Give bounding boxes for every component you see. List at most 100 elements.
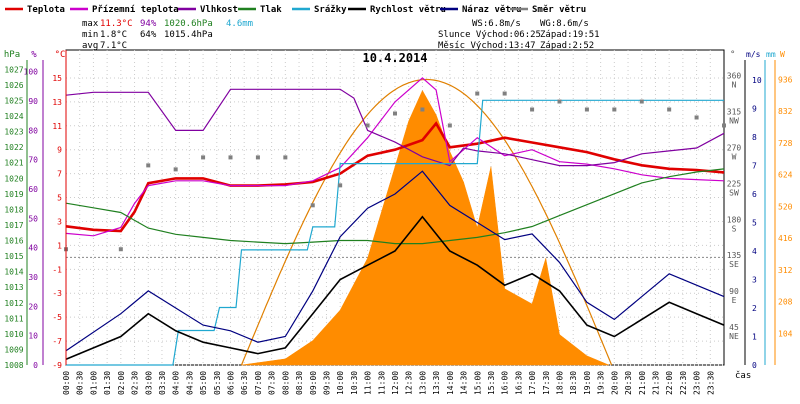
sun-curve [240,78,613,366]
ms-tick-label: 1 [752,332,757,341]
wind-direction-point [447,123,452,128]
wind-direction-point [722,123,726,128]
info-moon-set: Západ:2:52 [540,41,594,51]
w-tick-label: 624 [778,171,793,180]
temp-tick-label: -7 [52,337,62,346]
hpa-tick-label: 1012 [4,299,23,308]
wind-direction-point [612,107,617,112]
stat-label: max [82,19,99,29]
x-tick-label: 23:30 [706,371,715,395]
stat-label: avg [82,41,98,51]
wind-direction-point [365,123,370,128]
ms-tick-label: 7 [752,161,757,170]
hpa-tick-label: 1018 [4,205,23,214]
hpa-tick-label: 1022 [4,143,23,152]
w-tick-label: 936 [778,76,793,85]
x-tick-label: 12:00 [391,371,400,395]
x-tick-label: 06:00 [227,371,236,395]
x-tick-label: 03:30 [158,371,167,395]
temp-tick-label: -1 [52,265,62,274]
pct-tick-label: 90 [28,97,38,106]
stat-max-hum: 94% [140,19,157,29]
info-sun: Slunce Východ:06:25 [438,30,541,40]
temp-tick-label: 15 [52,74,62,83]
temp-tick-label: -9 [52,361,62,370]
x-tick-label: 03:00 [144,371,153,395]
hpa-tick-label: 1014 [4,268,23,277]
temp-tick-label: 11 [52,122,62,131]
x-tick-label: 12:30 [405,371,414,395]
legend-label: Vlhkost [200,5,238,15]
hpa-tick-label: 1015 [4,252,23,261]
wind-direction-point [118,247,123,252]
temp-tick-label: -5 [52,313,62,322]
x-tick-label: 10:30 [350,371,359,395]
mm-unit: mm [766,50,776,59]
info-ws: WS:6.8m/s [472,19,521,29]
x-tick-label: 15:30 [487,371,496,395]
x-tick-label: 22:30 [679,371,688,395]
info-wg: WG:8.6m/s [540,19,589,29]
temp-tick-label: 5 [57,194,62,203]
hpa-tick-label: 1013 [4,283,23,292]
stat-min-press: 1015.4hPa [164,30,213,40]
x-tick-label: 19:00 [583,371,592,395]
x-tick-label: 19:30 [597,371,606,395]
pct-unit: % [31,50,37,60]
x-tick-label: 20:30 [624,371,633,395]
x-tick-label: 21:30 [651,371,660,395]
ms-tick-label: 5 [752,218,757,227]
hpa-tick-label: 1010 [4,330,23,339]
x-tick-label: 09:30 [322,371,331,395]
dir-tick-deg: 135 [727,251,742,260]
x-tick-label: 18:30 [569,371,578,395]
w-tick-label: 312 [778,266,793,275]
x-tick-label: 04:30 [185,371,194,395]
x-tick-label: 09:00 [309,371,318,395]
solar-radiation-area [241,89,609,366]
x-tick-label: 05:30 [213,371,222,395]
x-tick-label: 22:00 [665,371,674,395]
x-tick-label: 08:00 [281,371,290,395]
w-tick-label: 416 [778,234,793,243]
x-tick-label: 17:30 [542,371,551,395]
dir-tick-name: SW [729,188,739,197]
temp-tick-label: 1 [57,241,62,250]
stat-max-rain: 4.6mm [226,19,253,29]
wind-direction-point [667,107,672,112]
w-tick-label: 104 [778,329,793,338]
series-line-0 [65,121,725,233]
ms-tick-label: 10 [752,76,762,85]
dir-tick-deg: 180 [727,215,742,224]
legend-label: Přízemní teplota [92,5,179,15]
x-tick-label: 04:00 [172,371,181,395]
x-tick-label: 14:30 [460,371,469,395]
hpa-tick-label: 1008 [4,361,23,370]
legend-label: Teplota [27,5,65,15]
x-tick-label: 20:00 [610,371,619,395]
pct-tick-label: 40 [28,244,38,253]
wind-direction-point [502,91,507,96]
w-tick-label: 208 [778,298,793,307]
dir-tick-deg: 270 [727,143,742,152]
pct-tick-label: 30 [28,273,38,282]
hpa-tick-label: 1017 [4,221,23,230]
x-tick-label: 23:00 [693,371,702,395]
temp-tick-label: 9 [57,146,62,155]
wind-direction-point [283,155,288,160]
x-tick-label: 17:00 [528,371,537,395]
stat-avg-temp: 7.1°C [100,41,127,51]
x-tick-label: 11:00 [364,371,373,395]
ms-tick-label: 6 [752,190,757,199]
legend-label: Náraz větru [462,4,522,15]
series-line-4 [66,99,724,366]
hpa-tick-label: 1019 [4,190,23,199]
series-line-6 [65,170,725,352]
dir-tick-deg: 360 [727,72,742,81]
x-tick-label: 14:00 [446,371,455,395]
wind-direction-point [255,155,260,160]
stat-max-press: 1020.6hPa [164,19,213,29]
ms-unit: m/s [746,50,761,59]
x-tick-label: 16:00 [501,371,510,395]
